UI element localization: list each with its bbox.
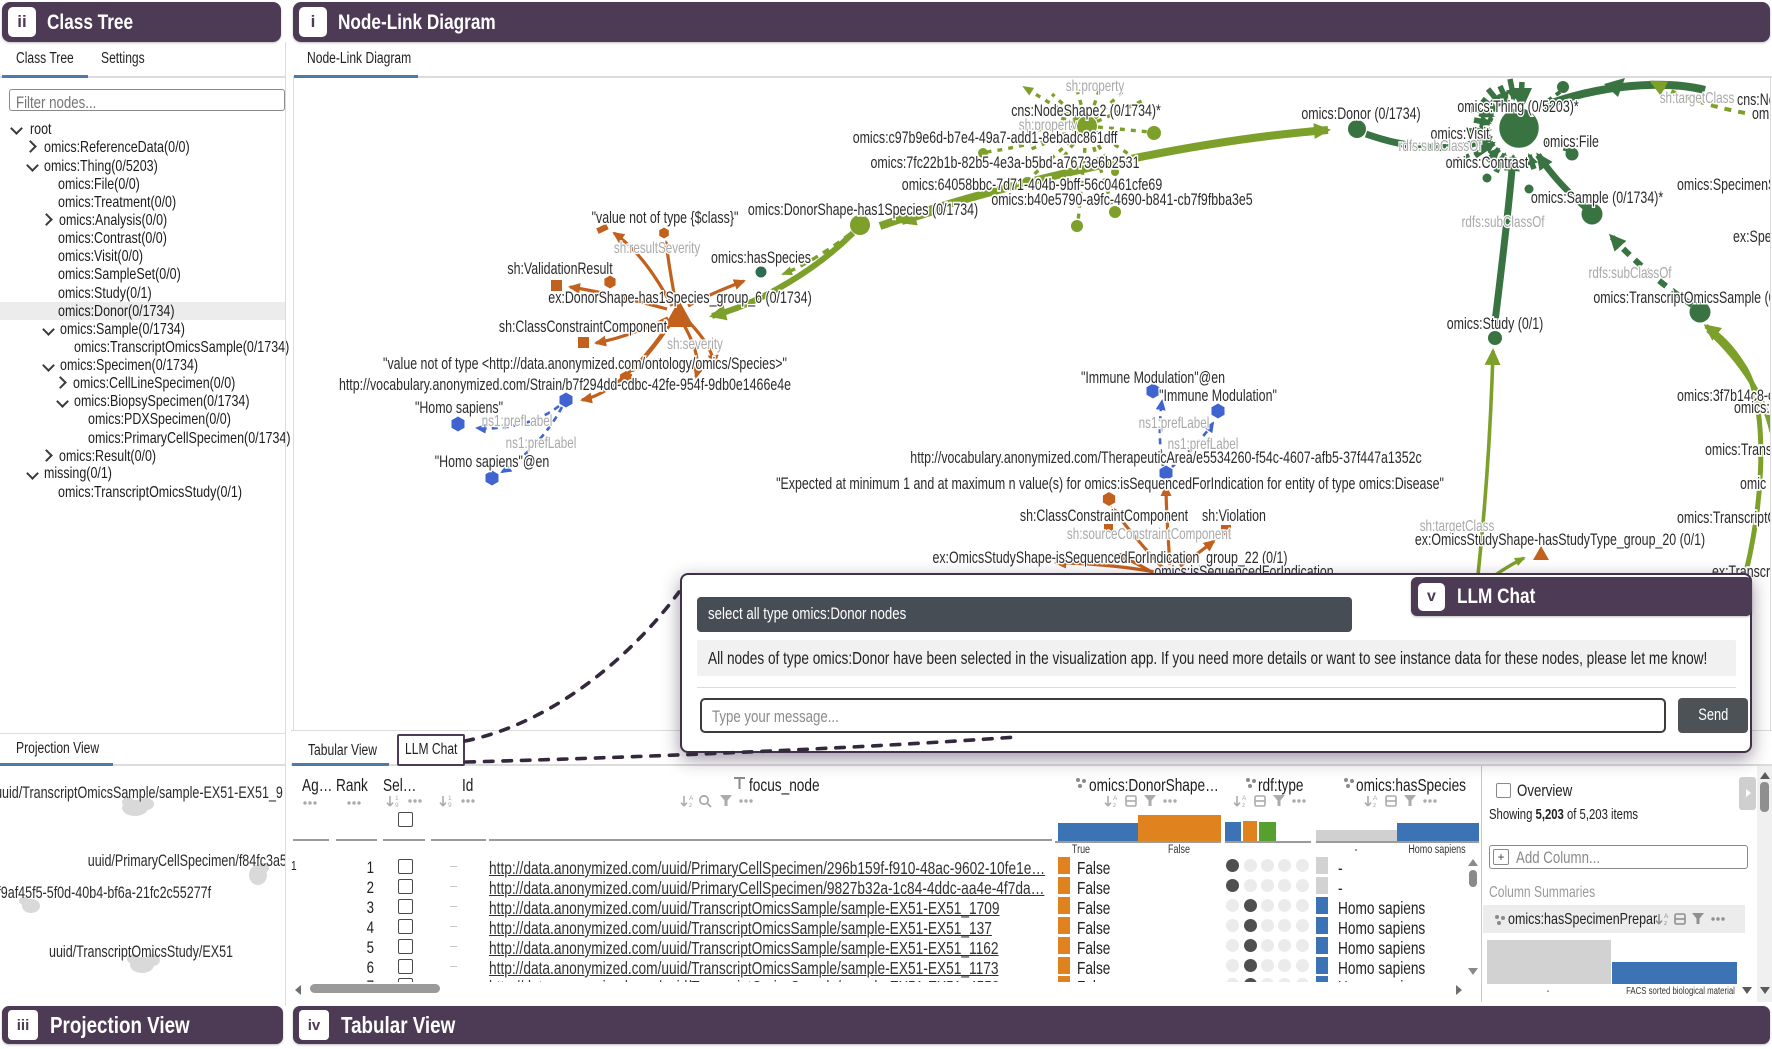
svg-text:sh:ClassConstraintComponent: sh:ClassConstraintComponent: [1020, 507, 1189, 525]
svg-text:omics:DonorShape-has1Species (: omics:DonorShape-has1Species (0/1734): [748, 201, 978, 219]
svg-text:A: A: [1242, 795, 1247, 802]
svg-text:A: A: [1664, 913, 1669, 920]
svg-text:omics:Study (0/1): omics:Study (0/1): [1447, 315, 1544, 333]
svg-text:sh:property: sh:property: [1066, 78, 1124, 94]
svg-text:uuid/PrimaryCellSpecimen/f84fc: uuid/PrimaryCellSpecimen/f84fc3a5-c1: [88, 852, 285, 870]
svg-text:ns1:prefLabel: ns1:prefLabel: [1139, 413, 1210, 431]
svg-text:omics:Thing (0/5203)*: omics:Thing (0/5203)*: [1457, 98, 1579, 116]
svg-text:omics:File: omics:File: [1543, 133, 1599, 151]
svg-text:omics:hasSpecies: omics:hasSpecies: [711, 249, 811, 267]
svg-text:sh:resultSeverity: sh:resultSeverity: [614, 238, 700, 256]
svg-text:1: 1: [395, 795, 399, 802]
svg-text:ex:DonorShape-has1Species_grou: ex:DonorShape-has1Species_group_6 (0/173…: [548, 289, 811, 307]
svg-text:'f9af45f5-5f0d-40b4-bf6a-21fc2: 'f9af45f5-5f0d-40b4-bf6a-21fc2c55277f: [0, 884, 212, 902]
svg-text:9: 9: [448, 802, 452, 809]
svg-text:omics:Donor (0/1734): omics:Donor (0/1734): [1301, 105, 1420, 123]
svg-text:omics:3f7b14c8-c: omics:3f7b14c8-c: [1677, 387, 1770, 405]
svg-text:ns1:prefLabel: ns1:prefLabel: [482, 411, 553, 429]
svg-text:"Immune Modulation": "Immune Modulation": [1159, 387, 1277, 405]
svg-text:uuid/TranscriptOmicsSample/sam: uuid/TranscriptOmicsSample/sample-EX51-E…: [0, 784, 283, 802]
svg-text:1: 1: [448, 795, 452, 802]
svg-text:A: A: [1113, 795, 1118, 802]
svg-text:z: z: [1113, 802, 1116, 809]
svg-text:A: A: [1373, 795, 1378, 802]
svg-text:rdfs:subClassOf: rdfs:subClassOf: [1461, 212, 1544, 230]
svg-text:omics:b40e5790-a9fc-4690-b841-: omics:b40e5790-a9fc-4690-b841-cb7f9fbba3…: [991, 191, 1252, 209]
svg-text:ex:Spec: ex:Spec: [1733, 228, 1770, 246]
svg-text:omics:c97b9e6d-b7e4-49a7-add1-: omics:c97b9e6d-b7e4-49a7-add1-8ebadc861d…: [853, 129, 1118, 147]
svg-text:uuid/TranscriptOmicsStudy/EX51: uuid/TranscriptOmicsStudy/EX51: [49, 943, 233, 961]
svg-text:cns:NodeShape2 (0/1734)*: cns:NodeShape2 (0/1734)*: [1011, 102, 1161, 120]
svg-text:rdfs:subClassOf: rdfs:subClassOf: [1588, 263, 1671, 281]
svg-text:rdfs:subClassOf: rdfs:subClassOf: [1398, 136, 1481, 154]
svg-text:omic: omic: [1740, 475, 1767, 493]
svg-text:sh:ClassConstraintComponent: sh:ClassConstraintComponent: [499, 318, 668, 336]
svg-text:omics:Sample (0/1734)*: omics:Sample (0/1734)*: [1531, 189, 1664, 207]
svg-text:omics:64058bbc-7d71-404b-9bff-: omics:64058bbc-7d71-404b-9bff-56c0461cfe…: [902, 176, 1162, 194]
svg-text:z: z: [689, 802, 692, 809]
svg-text:sh:targetClass: sh:targetClass: [1660, 88, 1735, 106]
svg-text:omics:7fc22b1b-82b5-4e3a-b5bd-: omics:7fc22b1b-82b5-4e3a-b5bd-a7673e6b25…: [871, 154, 1140, 172]
svg-text:z: z: [1664, 920, 1667, 927]
svg-text:ex:OmicsStudyShape-hasStudyTyp: ex:OmicsStudyShape-hasStudyType_group_20…: [1415, 531, 1705, 549]
svg-text:omics:T: omics:T: [1734, 399, 1770, 417]
svg-text:sh:ValidationResult: sh:ValidationResult: [507, 260, 613, 278]
svg-text:sh:property: sh:property: [1019, 115, 1077, 133]
svg-text:omics:Visit: omics:Visit: [1430, 125, 1490, 143]
svg-text:"value not of type <http://dat: "value not of type <http://data.anonymiz…: [383, 355, 787, 373]
svg-text:http://vocabulary.anonymized.c: http://vocabulary.anonymized.com/Therape…: [910, 449, 1422, 467]
svg-text:http://vocabulary.anonymized.c: http://vocabulary.anonymized.com/Strain/…: [339, 376, 791, 394]
svg-text:"Expected at minimum 1 and at: "Expected at minimum 1 and at maximum n …: [776, 475, 1444, 493]
svg-text:z: z: [1373, 802, 1376, 809]
svg-text:sh:Violation: sh:Violation: [1202, 507, 1266, 525]
svg-text:"value not of type {$class}": "value not of type {$class}": [592, 209, 739, 227]
svg-text:"Homo sapiens": "Homo sapiens": [415, 399, 503, 417]
svg-text:A: A: [689, 795, 694, 802]
svg-text:omics:Contrast: omics:Contrast: [1446, 154, 1529, 172]
svg-text:ns1:prefLabel: ns1:prefLabel: [506, 433, 577, 451]
svg-text:omic: omic: [1752, 105, 1770, 123]
svg-text:cns:No: cns:No: [1737, 91, 1770, 109]
svg-text:omics:TranscriptO: omics:TranscriptO: [1677, 509, 1770, 527]
svg-text:ex:OmicsStudyShape-isSequenced: ex:OmicsStudyShape-isSequencedForIndicat…: [932, 549, 1287, 567]
svg-text:sh:severity: sh:severity: [667, 334, 723, 352]
svg-text:"Immune Modulation"@en: "Immune Modulation"@en: [1081, 369, 1225, 387]
svg-text:sh:sourceConstraintComponent: sh:sourceConstraintComponent: [1067, 524, 1231, 542]
svg-text:z: z: [1242, 802, 1245, 809]
svg-text:omics:TranscriptOmicsSample (0: omics:TranscriptOmicsSample (0/1734): [1593, 289, 1770, 307]
svg-text:"Homo sapiens"@en: "Homo sapiens"@en: [435, 453, 549, 471]
svg-text:omics:SpecimenS: omics:SpecimenS: [1677, 176, 1770, 194]
svg-text:ns1:prefLabel: ns1:prefLabel: [1168, 434, 1239, 452]
svg-text:sh:targetClass: sh:targetClass: [1420, 516, 1495, 534]
svg-text:omics:Trans: omics:Trans: [1705, 441, 1770, 459]
svg-text:9: 9: [395, 802, 399, 809]
